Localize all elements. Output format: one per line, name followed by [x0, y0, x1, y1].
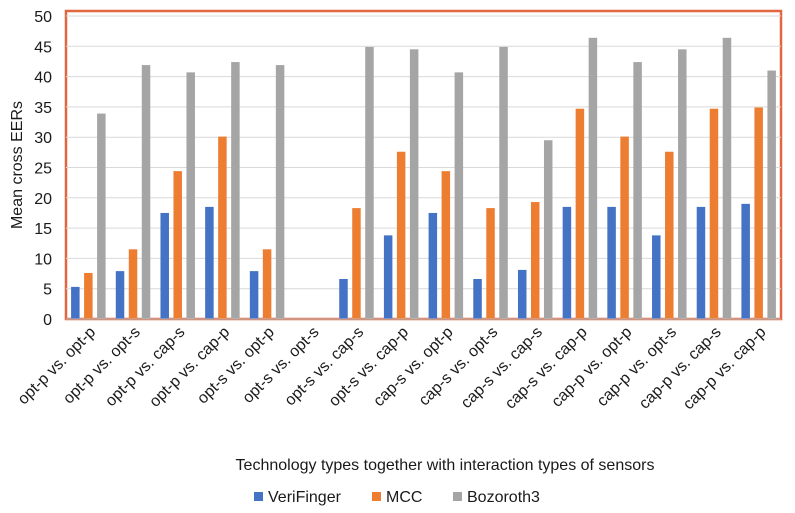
- bar-bozoroth3-8: [409, 49, 419, 320]
- x-tick-label: cap-p vs. cap-s: [636, 324, 725, 413]
- bar-mcc-1: [84, 272, 93, 319]
- y-tick-label: 40: [34, 70, 52, 87]
- x-tick-label: cap-p vs. cap-p: [680, 324, 769, 413]
- bar-bozoroth3-11: [543, 140, 553, 319]
- y-tick-label: 45: [34, 39, 52, 56]
- x-tick-label: opt-p vs. cap-p: [146, 324, 233, 411]
- bar-bozoroth3-16: [767, 70, 776, 319]
- bar-mcc-7: [352, 208, 361, 319]
- y-tick-label: 50: [34, 9, 52, 26]
- bar-verifinger-9: [428, 212, 438, 319]
- bar-verifinger-14: [652, 235, 661, 319]
- x-tick-label: cap-p vs. opt-s: [594, 324, 680, 410]
- bar-verifinger-15: [696, 206, 706, 319]
- bar-mcc-10: [486, 208, 495, 319]
- x-tick-label: cap-s vs. opt-s: [416, 324, 502, 410]
- x-tick-label: cap-p vs. opt-p: [549, 324, 636, 411]
- bar-bozoroth3-13: [633, 62, 642, 319]
- bar-verifinger-2: [115, 271, 125, 319]
- legend-label-mcc: MCC: [386, 489, 422, 506]
- x-axis-title: Technology types together with interacti…: [236, 457, 655, 474]
- bar-mcc-14: [665, 151, 674, 319]
- legend-swatch-bozoroth3: [453, 492, 462, 501]
- bar-verifinger-12: [562, 206, 572, 319]
- bar-mcc-4: [218, 136, 227, 319]
- bar-verifinger-1: [71, 286, 80, 319]
- x-tick-label: opt-s vs. opt-s: [240, 324, 323, 407]
- bar-mcc-8: [396, 151, 406, 319]
- bar-bozoroth3-5: [275, 65, 285, 319]
- x-tick-label: opt-p vs. cap-s: [102, 324, 188, 410]
- bar-verifinger-11: [517, 269, 527, 319]
- bar-mcc-2: [128, 249, 138, 319]
- bar-bozoroth3-12: [588, 37, 598, 319]
- bar-verifinger-3: [160, 212, 169, 319]
- legend: VeriFinger MCC Bozoroth3: [254, 489, 540, 506]
- bar-verifinger-13: [607, 206, 616, 319]
- bar-mcc-11: [530, 202, 540, 319]
- bar-mcc-12: [575, 108, 585, 319]
- bar-mcc-9: [441, 171, 451, 319]
- y-tick-label: 0: [43, 312, 52, 329]
- bar-mcc-16: [754, 107, 763, 319]
- y-tick-label: 35: [34, 100, 52, 117]
- x-tick-label: cap-s vs. cap-s: [458, 324, 546, 412]
- legend-label-bozoroth3: Bozoroth3: [467, 489, 540, 506]
- y-axis-title: Mean cross EERs: [9, 101, 26, 229]
- y-tick-label: 15: [34, 221, 52, 238]
- x-tick-label: opt-s vs. opt-p: [194, 324, 278, 408]
- bar-mcc-15: [709, 108, 719, 319]
- bar-bozoroth3-1: [97, 113, 106, 319]
- gridlines: [66, 15, 781, 290]
- y-tick-label: 5: [43, 282, 52, 299]
- bar-bozoroth3-7: [365, 46, 374, 319]
- legend-label-verifinger: VeriFinger: [268, 489, 342, 506]
- bars: [71, 37, 776, 320]
- x-tick-label: cap-s vs. cap-p: [502, 324, 591, 413]
- bar-verifinger-10: [473, 279, 482, 319]
- bar-bozoroth3-10: [499, 46, 508, 319]
- x-tick-label: opt-p vs. opt-p: [15, 324, 99, 408]
- bar-mcc-3: [173, 171, 182, 319]
- y-tick-label: 30: [34, 130, 52, 147]
- y-tick-label: 10: [34, 251, 52, 268]
- bar-bozoroth3-9: [454, 72, 464, 319]
- y-tick-label: 25: [34, 161, 52, 178]
- bar-bozoroth3-15: [722, 37, 732, 319]
- legend-swatch-mcc: [372, 492, 381, 501]
- bar-mcc-13: [620, 136, 629, 319]
- legend-swatch-verifinger: [254, 492, 263, 501]
- bar-verifinger-4: [205, 206, 214, 319]
- plot-frame: [64, 9, 783, 321]
- bar-verifinger-5: [249, 271, 259, 319]
- bar-verifinger-8: [383, 235, 393, 319]
- bar-bozoroth3-14: [678, 49, 687, 320]
- bar-bozoroth3-2: [141, 65, 151, 319]
- bar-mcc-5: [262, 249, 272, 319]
- bar-verifinger-7: [339, 279, 348, 319]
- bar-bozoroth3-4: [231, 62, 240, 319]
- x-tick-label: opt-p vs. opt-s: [60, 324, 144, 408]
- x-tick-label: cap-s vs. opt-p: [370, 324, 456, 410]
- y-axis-ticks: 0 5 10 15 20 25 30 35 40 45 50: [34, 9, 52, 329]
- bar-verifinger-16: [741, 203, 750, 319]
- y-tick-label: 20: [34, 191, 52, 208]
- x-tick-label: opt-s vs. cap-s: [282, 324, 368, 410]
- bar-bozoroth3-3: [186, 72, 195, 319]
- x-tick-label: opt-s vs. cap-p: [326, 324, 412, 410]
